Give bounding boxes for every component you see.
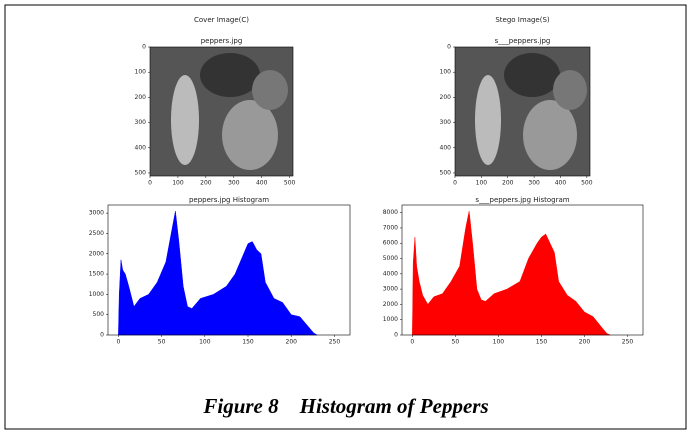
y-tick-label: 2500: [89, 230, 104, 237]
x-tick-label: 400: [555, 180, 567, 187]
x-tick-label: 200: [286, 339, 298, 346]
y-tick-label: 300: [440, 119, 452, 126]
image-heading: Stego Image(S): [495, 16, 550, 24]
figure: Figure 8 Histogram of Peppers Cover Imag…: [0, 0, 692, 436]
y-tick-label: 400: [440, 144, 452, 151]
y-tick-label: 300: [135, 119, 147, 126]
y-tick-label: 3000: [383, 286, 398, 293]
y-tick-label: 100: [135, 69, 147, 76]
y-tick-label: 500: [440, 169, 452, 176]
x-tick-label: 100: [172, 180, 184, 187]
y-tick-label: 4000: [383, 270, 398, 277]
caption: Figure 8 Histogram of Peppers: [202, 394, 488, 418]
y-tick-label: 7000: [383, 224, 398, 231]
x-tick-label: 200: [579, 339, 591, 346]
y-tick-label: 0: [100, 332, 104, 339]
x-tick-label: 250: [329, 339, 341, 346]
y-tick-label: 2000: [89, 250, 104, 257]
y-tick-label: 100: [440, 69, 452, 76]
x-tick-label: 50: [158, 339, 166, 346]
y-tick-label: 0: [394, 332, 398, 339]
x-tick-label: 400: [256, 180, 268, 187]
y-tick-label: 500: [135, 169, 147, 176]
x-tick-label: 0: [116, 339, 120, 346]
y-tick-label: 3000: [89, 210, 104, 217]
chart-title: peppers.jpg Histogram: [189, 196, 269, 204]
y-tick-label: 1000: [89, 291, 104, 298]
y-tick-label: 400: [135, 144, 147, 151]
image-title: s___peppers.jpg: [495, 37, 551, 45]
x-tick-label: 0: [410, 339, 414, 346]
y-tick-label: 8000: [383, 209, 398, 216]
y-tick-label: 200: [135, 94, 147, 101]
x-tick-label: 150: [536, 339, 548, 346]
x-tick-label: 100: [493, 339, 505, 346]
image-photo: [455, 47, 590, 176]
x-tick-label: 150: [242, 339, 254, 346]
x-tick-label: 200: [502, 180, 514, 187]
image-title: peppers.jpg: [201, 37, 243, 45]
y-tick-label: 200: [440, 94, 452, 101]
image-heading: Cover Image(C): [194, 16, 249, 24]
x-tick-label: 300: [228, 180, 240, 187]
x-tick-label: 100: [199, 339, 211, 346]
x-tick-label: 50: [452, 339, 460, 346]
y-tick-label: 0: [142, 44, 146, 51]
x-tick-label: 200: [200, 180, 212, 187]
x-tick-label: 100: [476, 180, 488, 187]
x-tick-label: 500: [581, 180, 593, 187]
x-tick-label: 0: [453, 180, 457, 187]
x-tick-label: 0: [148, 180, 152, 187]
x-tick-label: 250: [622, 339, 634, 346]
x-tick-label: 500: [284, 180, 296, 187]
y-tick-label: 5000: [383, 255, 398, 262]
x-tick-label: 300: [528, 180, 540, 187]
y-tick-label: 1500: [89, 271, 104, 278]
y-tick-label: 1000: [383, 316, 398, 323]
chart-title: s___peppers.jpg Histogram: [475, 196, 569, 204]
image-photo: [150, 47, 293, 176]
y-tick-label: 500: [93, 311, 105, 318]
y-tick-label: 2000: [383, 301, 398, 308]
y-tick-label: 6000: [383, 240, 398, 247]
y-tick-label: 0: [447, 44, 451, 51]
